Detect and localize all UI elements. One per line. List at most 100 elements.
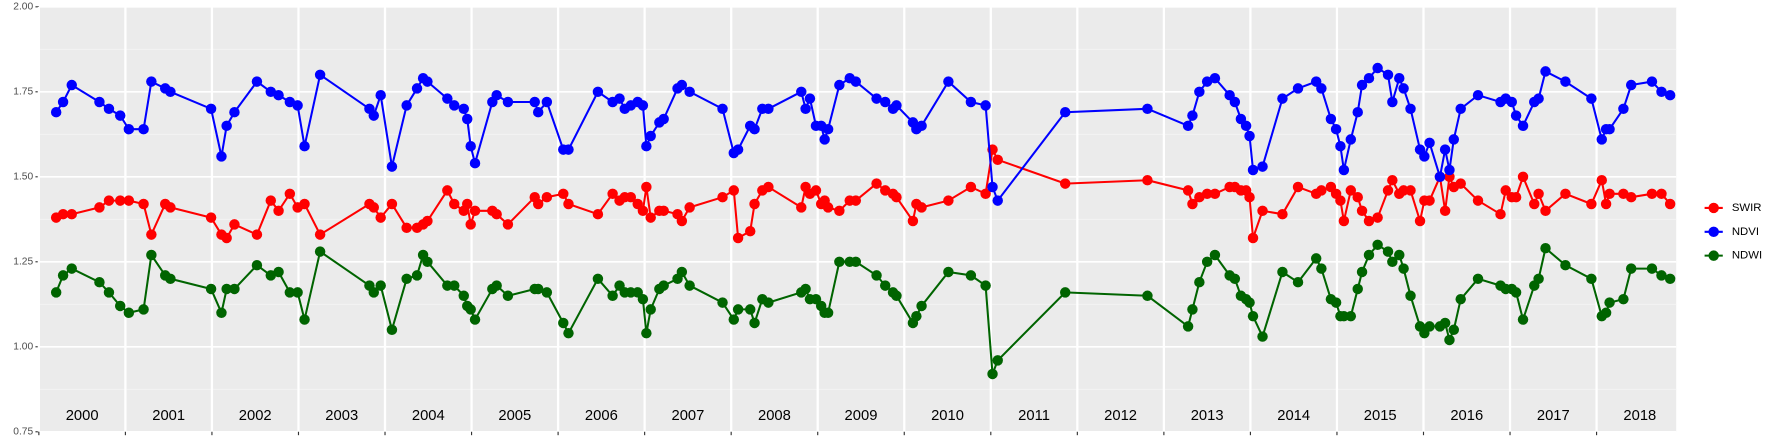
data-point [94,202,105,213]
data-point [205,103,217,115]
year-label: 2006 [585,408,618,424]
data-point [1405,290,1416,302]
data-point [1194,191,1205,203]
data-point [891,100,902,111]
data-point [891,290,902,302]
year-label: 2015 [1364,408,1397,424]
data-point [284,96,296,108]
data-point [1209,72,1221,84]
data-point [641,181,652,193]
data-point [368,287,379,298]
data-point [717,191,728,203]
data-point [146,76,157,87]
data-point [265,195,277,206]
data-point [637,293,649,305]
data-point [676,266,688,278]
data-point [1664,273,1676,285]
legend-key [1708,250,1719,261]
data-point [449,198,460,210]
data-point [749,123,760,135]
data-point [1345,310,1357,322]
data-point [1510,287,1522,298]
data-point [1387,256,1398,268]
data-point [1142,174,1153,186]
data-point [1257,205,1268,217]
data-point [465,304,476,315]
data-point [1356,266,1368,278]
data-point [1455,178,1466,189]
data-point [1182,321,1194,332]
legend-label: NDWI [1732,250,1762,262]
y-tick-label: 1.75 [13,87,33,98]
data-point [1247,164,1259,176]
data-point [637,100,649,111]
data-point [1434,171,1446,183]
data-point [1059,178,1071,189]
data-point [94,276,105,288]
data-point [1439,205,1451,217]
data-point [1656,188,1667,200]
data-point [1533,93,1544,104]
data-point [541,96,553,108]
data-point [422,215,433,227]
data-point [491,208,502,220]
data-point [1533,273,1544,285]
data-point [1448,324,1460,336]
data-point [1664,89,1676,101]
data-point [1560,76,1571,87]
data-point [879,185,891,196]
data-point [749,198,760,210]
data-point [1382,69,1394,81]
data-point [462,113,473,125]
year-label: 2002 [239,408,272,424]
data-point [607,290,618,302]
data-point [1618,293,1629,305]
data-point [292,100,303,111]
data-point [1142,290,1153,302]
data-point [1182,185,1194,196]
data-point [1316,83,1327,94]
data-point [614,93,625,104]
data-point [796,86,807,98]
data-point [1510,110,1522,121]
data-point [529,96,540,108]
data-point [1363,215,1375,227]
data-point [462,198,473,210]
data-point [684,280,695,291]
data-point [375,280,386,291]
data-point [114,300,126,312]
data-point [1394,249,1405,261]
year-label: 2018 [1623,408,1656,424]
data-point [1292,276,1304,288]
data-point [502,290,514,302]
data-point [1517,120,1529,132]
data-point [1472,273,1484,285]
data-point [1142,103,1153,115]
data-point [1540,205,1551,217]
data-point [541,191,553,203]
data-point [732,304,744,315]
data-point [50,106,62,118]
data-point [299,314,310,325]
data-point [822,202,834,213]
data-point [205,212,217,223]
y-tick-label: 0.75 [13,426,33,437]
data-point [637,205,649,217]
data-point [641,140,652,152]
data-point [251,229,263,240]
data-point [1604,188,1615,200]
data-point [1277,93,1288,104]
year-label: 2007 [671,408,704,424]
data-point [1625,191,1637,203]
data-point [850,195,862,206]
data-point [592,273,604,285]
data-point [123,123,135,135]
data-point [1345,185,1357,196]
data-point [401,100,412,111]
data-point [800,103,811,115]
data-point [146,249,157,261]
data-point [103,103,115,115]
year-label: 2017 [1537,408,1570,424]
data-point [943,76,954,87]
data-point [386,324,398,336]
